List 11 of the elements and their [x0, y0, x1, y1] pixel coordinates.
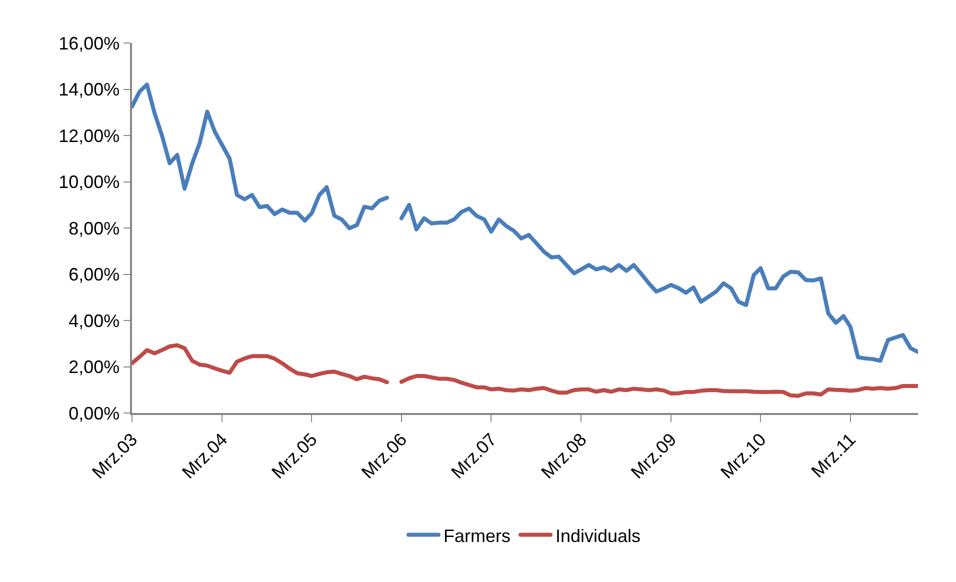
y-tick-label: 12,00% — [58, 126, 120, 146]
y-tick-label: 10,00% — [58, 172, 120, 192]
y-tick-label: 16,00% — [58, 33, 120, 54]
y-tick-label: 14,00% — [58, 80, 120, 100]
y-tick-label: 0,00% — [68, 403, 120, 424]
y-tick-label: 2,00% — [68, 357, 120, 378]
y-tick-label: 4,00% — [68, 310, 120, 331]
legend-label: Farmers — [444, 526, 510, 546]
legend-label: Individuals — [556, 526, 641, 546]
y-tick-label: 8,00% — [68, 218, 120, 238]
y-tick-label: 6,00% — [68, 264, 120, 285]
